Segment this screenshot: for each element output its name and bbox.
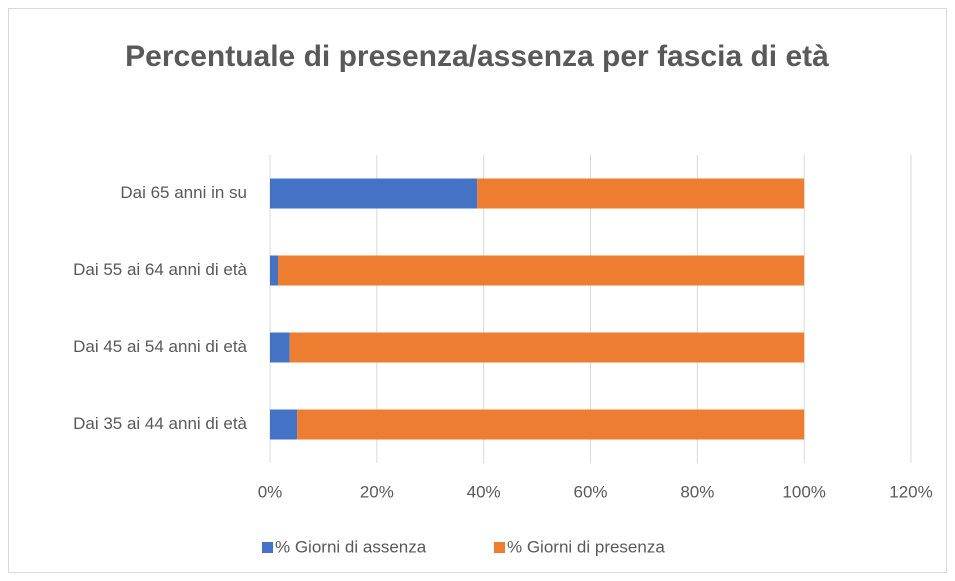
bar-segment	[278, 255, 805, 286]
y-tick-label: Dai 45 ai 54 anni di età	[73, 337, 247, 356]
legend-label: % Giorni di assenza	[275, 537, 427, 556]
bar-segment	[289, 332, 805, 363]
bar-segment	[477, 178, 805, 209]
legend-swatch	[494, 542, 505, 553]
bar-segment	[270, 178, 478, 209]
legend-label: % Giorni di presenza	[507, 537, 665, 556]
y-tick-label: Dai 55 ai 64 anni di età	[73, 260, 247, 279]
x-tick-label: 40%	[467, 482, 501, 501]
x-tick-label: 100%	[782, 482, 825, 501]
chart-border	[8, 8, 947, 573]
bar-segment	[270, 409, 298, 440]
x-tick-label: 0%	[258, 482, 283, 501]
x-tick-label: 20%	[360, 482, 394, 501]
x-tick-label: 80%	[680, 482, 714, 501]
chart-title: Percentuale di presenza/assenza per fasc…	[125, 40, 829, 73]
y-tick-label: Dai 65 anni in su	[120, 183, 247, 202]
bar-segment	[297, 409, 805, 440]
x-tick-label: 60%	[573, 482, 607, 501]
bar-segment	[270, 332, 290, 363]
bar-segment	[270, 255, 279, 286]
legend-swatch	[262, 542, 273, 553]
y-tick-label: Dai 35 ai 44 anni di età	[73, 414, 247, 433]
x-tick-label: 120%	[889, 482, 932, 501]
